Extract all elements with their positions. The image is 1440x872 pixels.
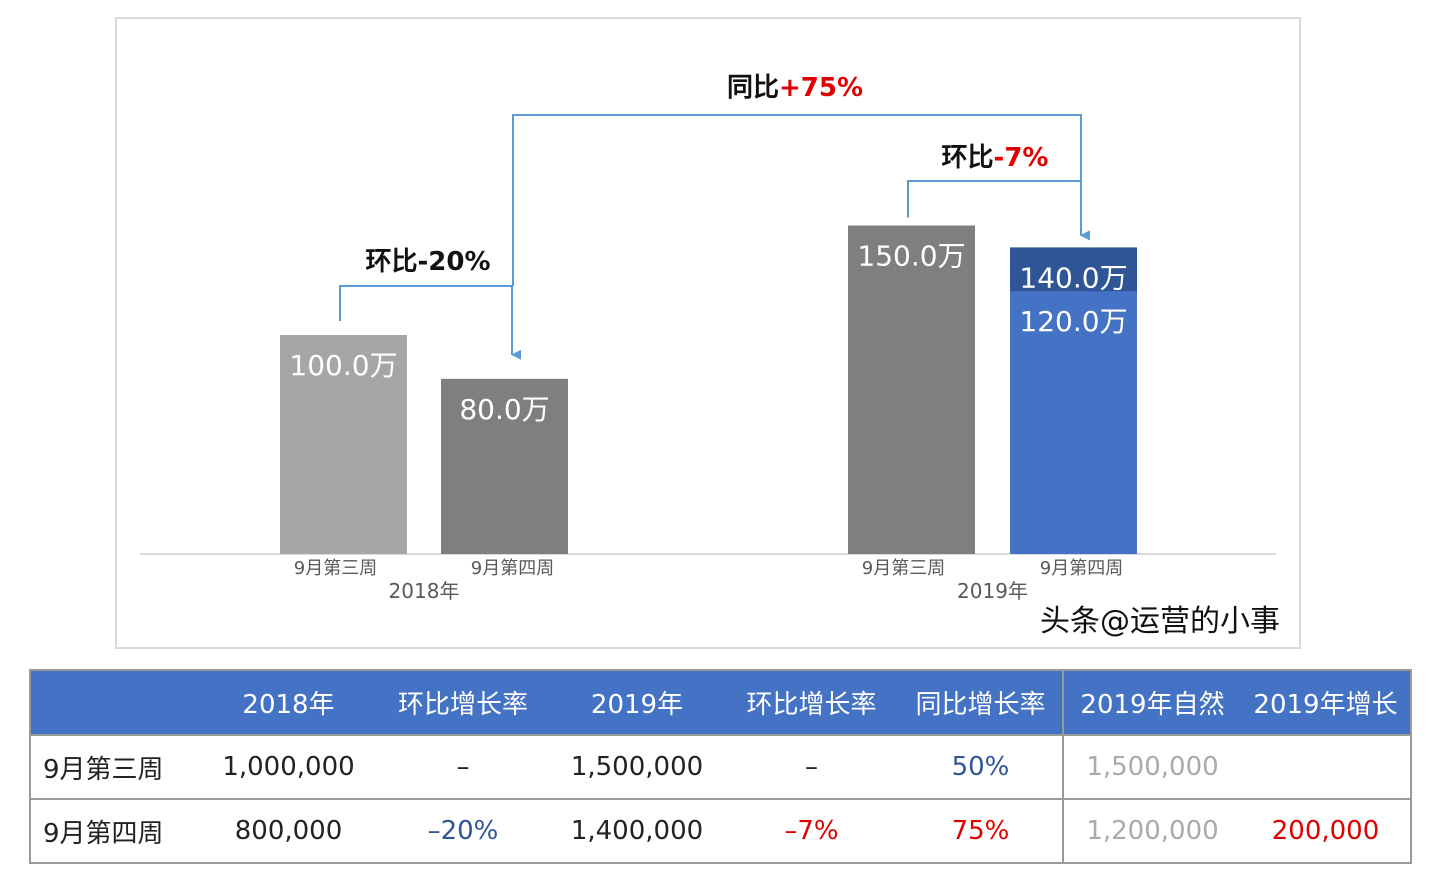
cell: 9月第四周 bbox=[29, 798, 201, 864]
data-label: 120.0万 bbox=[1019, 305, 1127, 338]
cell: 1,500,000 bbox=[550, 734, 724, 799]
header-cell: 2018年 bbox=[201, 669, 376, 735]
group-label: 2019年 bbox=[957, 579, 1028, 603]
cell: 1,400,000 bbox=[550, 798, 724, 864]
tick-label: 9月第三周 bbox=[294, 558, 377, 579]
bar-inner bbox=[1010, 291, 1137, 554]
cell: – bbox=[724, 734, 899, 799]
table-row: 9月第三周 1,000,000 – 1,500,000 – 50% 1,500,… bbox=[29, 734, 1412, 799]
header-cell: 2019年自然 bbox=[1062, 669, 1241, 735]
tick-label: 9月第三周 bbox=[862, 558, 945, 579]
cell: 800,000 bbox=[201, 798, 376, 864]
cell: 1,200,000 bbox=[1062, 798, 1241, 864]
bar-chart: 100.0万 9月第三周 80.0万 9月第四周 2018年 150.0万 9月第三周 120… bbox=[115, 17, 1301, 649]
annotation-label: 同比+75% bbox=[727, 73, 863, 103]
header-cell: 2019年 bbox=[550, 669, 724, 735]
cell: 75% bbox=[899, 798, 1063, 864]
cell bbox=[1241, 734, 1412, 799]
tick-label: 9月第四周 bbox=[471, 558, 554, 579]
connector-arrow bbox=[512, 114, 1090, 286]
cell: 50% bbox=[899, 734, 1063, 799]
data-label: 150.0万 bbox=[857, 240, 965, 273]
bar bbox=[848, 225, 975, 554]
cell: 1,500,000 bbox=[1062, 734, 1241, 799]
cell: – bbox=[376, 734, 550, 799]
header-cell: 环比增长率 bbox=[724, 669, 899, 735]
cell: –7% bbox=[724, 798, 899, 864]
data-label: 140.0万 bbox=[1019, 261, 1127, 294]
tick-label: 9月第四周 bbox=[1040, 558, 1123, 579]
annotation-label: 环比-7% bbox=[942, 143, 1049, 173]
annotation-label: 环比-20% bbox=[365, 247, 490, 277]
group-label: 2018年 bbox=[389, 579, 460, 603]
watermark: 头条@运营的小事 bbox=[1040, 604, 1280, 639]
header-cell: 2019年增长 bbox=[1241, 669, 1412, 735]
cell: 1,000,000 bbox=[201, 734, 376, 799]
data-label: 80.0万 bbox=[459, 393, 549, 426]
connector-arrow bbox=[907, 180, 1090, 241]
cell: 9月第三周 bbox=[29, 734, 201, 799]
bar bbox=[441, 378, 568, 554]
table-row: 9月第四周 800,000 –20% 1,400,000 –7% 75% 1,2… bbox=[29, 798, 1412, 864]
cell: –20% bbox=[376, 798, 550, 864]
table-header-row: 2018年 环比增长率 2019年 环比增长率 同比增长率 2019年自然 20… bbox=[29, 669, 1412, 735]
bar bbox=[280, 335, 407, 554]
header-cell: 环比增长率 bbox=[376, 669, 550, 735]
header-cell: 同比增长率 bbox=[899, 669, 1063, 735]
data-label: 100.0万 bbox=[289, 349, 397, 382]
cell: 200,000 bbox=[1241, 798, 1412, 864]
data-table: 2018年 环比增长率 2019年 环比增长率 同比增长率 2019年自然 20… bbox=[29, 669, 1412, 864]
header-cell bbox=[29, 669, 201, 735]
connector-arrow bbox=[339, 285, 521, 360]
